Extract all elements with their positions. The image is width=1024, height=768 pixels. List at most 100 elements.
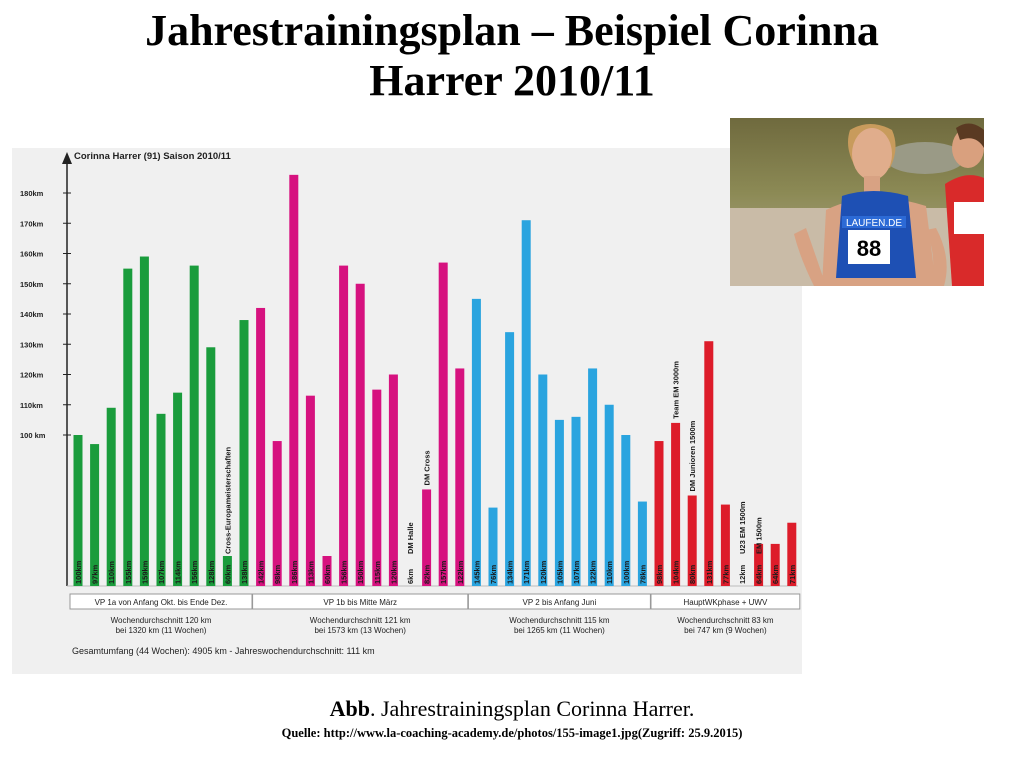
- bar-value-label: 110km: [107, 561, 116, 584]
- bar-value-label: 60km: [223, 564, 232, 584]
- bar-week-40: [720, 504, 730, 586]
- bar-value-label: 98km: [655, 564, 664, 584]
- slide-title: Jahrestrainingsplan – Beispiel Corinna H…: [0, 6, 1024, 106]
- bar-value-label: 122km: [589, 560, 598, 584]
- phase-label: HauptWKphase + UWV: [683, 598, 767, 607]
- bar-week-43: [770, 543, 780, 586]
- bar-week-29: [538, 374, 548, 586]
- y-tick-label: 170km: [20, 219, 44, 228]
- bar-value-label: 78km: [638, 564, 647, 584]
- bar-value-label: 110km: [605, 561, 614, 584]
- bar-week-26: [488, 507, 498, 586]
- bar-value-label: 120km: [539, 560, 548, 584]
- y-tick-label: 130km: [20, 340, 44, 349]
- bar-week-32: [588, 368, 598, 586]
- bar-week-5: [139, 256, 149, 586]
- y-tick-label: 110km: [20, 401, 43, 410]
- bar-value-label: 105km: [555, 560, 564, 584]
- bar-week-38: [687, 495, 697, 586]
- bar-value-label: 76km: [489, 564, 498, 584]
- bar-value-label: 12km: [738, 564, 747, 584]
- bar-value-label: 6km: [406, 569, 415, 584]
- phase-label: VP 1b bis Mitte März: [323, 598, 397, 607]
- bar-week-7: [173, 392, 183, 586]
- bar-week-20: [388, 374, 398, 586]
- bar-week-6: [156, 413, 166, 586]
- bar-week-10: [222, 556, 232, 586]
- bar-week-25: [471, 298, 481, 586]
- bar-value-label: 82km: [423, 564, 432, 584]
- phase-label: VP 2 bis Anfang Juni: [523, 598, 597, 607]
- bar-week-15: [305, 395, 315, 586]
- bar-week-4: [123, 268, 133, 586]
- phase-box: [252, 593, 469, 610]
- bar-value-label: 134km: [506, 560, 515, 584]
- bar-value-label: 159km: [140, 560, 149, 584]
- y-tick-label: 120km: [20, 371, 44, 380]
- bar-week-17: [339, 265, 349, 586]
- phase-box: [69, 593, 253, 610]
- phase-label: VP 1a von Anfang Okt. bis Ende Dez.: [95, 598, 228, 607]
- bar-value-label: 150km: [356, 560, 365, 584]
- bar-value-label: 97km: [91, 564, 100, 584]
- bar-week-12: [256, 307, 266, 586]
- bar-value-label: 131km: [705, 560, 714, 584]
- slide-title-line-2: Harrer 2010/11: [369, 56, 655, 105]
- bar-value-label: 64km: [755, 564, 764, 584]
- bar-value-label: 122km: [456, 560, 465, 584]
- bar-value-label: 120km: [389, 560, 398, 584]
- y-tick-label: 150km: [20, 280, 44, 289]
- event-annotation: U23 EM 1500m: [738, 501, 747, 554]
- phase-average: Wochendurchschnitt 115 km: [509, 616, 610, 625]
- bar-value-label: 107km: [572, 560, 581, 584]
- bar-value-label: 107km: [157, 560, 166, 584]
- bar-week-30: [554, 419, 564, 586]
- bar-value-label: 113km: [306, 561, 315, 584]
- bar-week-22: [422, 489, 432, 586]
- phase-total: bei 747 km (9 Wochen): [684, 626, 767, 635]
- event-annotation: DM Junioren 1500m: [688, 420, 697, 491]
- bar-value-label: 171km: [522, 560, 531, 584]
- bar-value-label: 100km: [74, 560, 83, 584]
- bar-value-label: 142km: [257, 560, 266, 584]
- bar-week-31: [571, 416, 581, 586]
- bar-value-label: 115km: [373, 561, 382, 584]
- event-annotation: EM 1500m: [755, 517, 764, 554]
- bar-week-3: [106, 407, 116, 586]
- bar-week-42: [754, 543, 764, 586]
- phase-total: bei 1573 km (13 Wochen): [314, 626, 406, 635]
- chart-title: Corinna Harrer (91) Saison 2010/11: [74, 151, 232, 162]
- bar-value-label: 98km: [273, 564, 282, 584]
- bar-week-23: [438, 262, 448, 586]
- bar-week-44: [787, 522, 797, 586]
- phase-total: bei 1320 km (11 Wochen): [116, 626, 207, 635]
- bar-week-16: [322, 556, 332, 586]
- bar-week-36: [654, 441, 664, 586]
- bar-week-24: [455, 368, 465, 586]
- bar-value-label: 64km: [771, 564, 780, 584]
- event-annotation: DM Halle: [406, 522, 415, 554]
- bar-week-28: [521, 220, 531, 586]
- training-plan-chart: Corinna Harrer (91) Saison 2010/11 100 km…: [12, 148, 802, 674]
- bar-value-label: 138km: [240, 560, 249, 584]
- bar-value-label: 71km: [788, 564, 797, 584]
- caption-bold: Abb: [329, 696, 370, 721]
- bar-week-11: [239, 320, 249, 586]
- slide-title-line-1: Jahrestrainingsplan – Beispiel Corinna: [145, 6, 879, 55]
- bar-week-34: [621, 435, 631, 586]
- bar-value-label: 145km: [472, 560, 481, 584]
- bar-value-label: 114km: [174, 561, 183, 584]
- phase-box: [467, 593, 651, 610]
- event-annotation: Team EM 3000m: [672, 361, 681, 419]
- athlete-photo: LAUFEN.DE 88: [730, 118, 984, 286]
- source-line: Quelle: http://www.la-coaching-academy.d…: [281, 726, 743, 740]
- y-tick-label: 140km: [20, 310, 44, 319]
- bar-week-13: [272, 441, 282, 586]
- phase-total: bei 1265 km (11 Wochen): [514, 626, 605, 635]
- phase-average: Wochendurchschnitt 121 km: [310, 616, 411, 625]
- event-annotation: DM Cross: [423, 450, 432, 485]
- bar-week-9: [206, 347, 216, 586]
- y-axis-arrow-icon: [62, 152, 72, 164]
- bar-week-27: [505, 332, 515, 586]
- y-tick-label: 180km: [20, 189, 44, 198]
